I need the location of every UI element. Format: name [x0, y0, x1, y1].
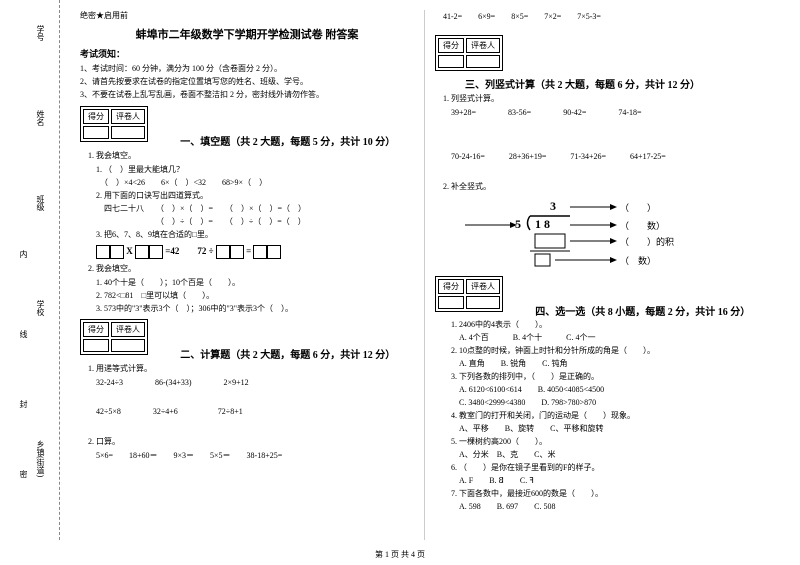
s1q2-2: 2. 782<□81 □里可以填（ ）。 [96, 290, 414, 302]
score-box-2: 得分评卷人 [80, 319, 148, 355]
s2q2r: 5×6= 18+60＝ 9×3＝ 5×5＝ 38-18+25= [96, 450, 414, 462]
right-column: 41-2= 6×9= 8×5= 7×2= 7×5-3= 得分评卷人 三、列竖式计… [425, 10, 780, 540]
s4-1o: A. 4个百 B. 4个十 C. 4个一 [451, 332, 770, 344]
s4-4o: A、平移 B、旋转 C、平移和旋转 [451, 423, 770, 435]
lbl-ji: （ ）的积 [620, 235, 674, 248]
mark-nei: 内 [18, 250, 29, 258]
label-school: 学校 [35, 300, 46, 316]
content-area: 绝密★启用前 蚌埠市二年级数学下学期开学检测试卷 附答案 考试须知： 1、考试时… [70, 10, 790, 540]
s4-6o: A. F B. 𐐒 C. ꟻ [451, 475, 770, 487]
instruction-1: 1、考试时间：60 分钟，满分为 100 分（含卷面分 2 分）。 [80, 63, 414, 74]
s4-1: 1. 2406中的4表示（ ）。 [451, 319, 770, 331]
division-diagram: 3 5 1 8 （ ） （ 数） （ ）的积 （ 数） [455, 198, 705, 268]
sec3-q2: 2. 补全竖式。 [443, 181, 770, 193]
score-h2: 评卷人 [111, 109, 145, 124]
left-column: 绝密★启用前 蚌埠市二年级数学下学期开学检测试卷 附答案 考试须知： 1、考试时… [70, 10, 425, 540]
lbl-shu2: （ 数） [620, 254, 656, 267]
sec3-title: 三、列竖式计算（共 2 大题，每题 6 分，共计 12 分） [465, 80, 700, 91]
score-box-3: 得分评卷人 [435, 35, 503, 71]
divisor-5: 5 [515, 217, 521, 231]
eq42: =42 [165, 246, 179, 256]
dividend-3: 3 [550, 199, 556, 213]
sec4-title: 四、选一选（共 8 小题，每题 2 分，共计 16 分） [535, 307, 750, 318]
label-name: 姓名 [35, 110, 46, 126]
score-box-4: 得分评卷人 [435, 276, 503, 312]
s1q1-5: （ ）÷（ ）= （ ）÷（ ）=（ ） [96, 216, 414, 228]
score-h1: 得分 [83, 109, 109, 124]
sec2-title: 二、计算题（共 2 大题，每题 6 分，共计 12 分） [180, 350, 395, 361]
s4-4: 4. 教室门的打开和关闭，门的运动是（ ）现象。 [451, 410, 770, 422]
s4-2o: A. 直角 B. 锐角 C. 钝角 [451, 358, 770, 370]
division-svg: 3 5 1 8 [455, 198, 705, 268]
s3q1r2: 70-24-16= 28+36+19= 71-34+26= 64+17-25= [451, 151, 770, 163]
box-equation: X =42 72 ÷ = [96, 245, 414, 259]
confidential-note: 绝密★启用前 [80, 10, 414, 21]
s1q2-1: 1. 40个十是（ ）；10个百是（ ）。 [96, 277, 414, 289]
s4-6: 6. （ ）是你在镜子里看到的F的样子。 [451, 462, 770, 474]
s4-7o: A. 598 B. 697 C. 508 [451, 501, 770, 513]
page-footer: 第 1 页 共 4 页 [0, 549, 800, 560]
s4-3: 3. 下列各数的排列中，（ ）是正确的。 [451, 371, 770, 383]
instruction-2: 2、请首先按要求在试卷的指定位置填写您的姓名、班级、学号。 [80, 76, 414, 87]
binding-sidebar: 学号 姓名 班级 学校 乡镇(街道) 内 线 封 密 [0, 0, 60, 540]
sec1-title: 一、填空题（共 2 大题，每题 5 分，共计 10 分） [180, 137, 395, 148]
s4-5: 5. 一棵树约高200（ ）。 [451, 436, 770, 448]
sec2-q2: 2. 口算。 [88, 436, 414, 448]
s4-7: 7. 下面各数中，最接近600的数是（ ）。 [451, 488, 770, 500]
s1q2-3: 3. 573中的"3"表示3个（ ）；306中的"3"表示3个（ ）。 [96, 303, 414, 315]
s1q1-6: 3. 把6、7、8、9填在合适的□里。 [96, 229, 414, 241]
sec2-q1: 1. 用递等式计算。 [88, 363, 414, 375]
s1q1-1: 1. （ ）里最大能填几？ [96, 164, 414, 176]
s4-3o2: C. 3480<2999<4380 D. 798>780>870 [451, 397, 770, 409]
label-studentid: 学号 [35, 25, 46, 41]
eq-sign: = [246, 246, 251, 256]
sec1-q1: 1. 我会填空。 [88, 150, 414, 162]
s1q1-2: （ ）×4<26 6×（ ）<32 68>9×（ ） [96, 177, 414, 189]
label-town: 乡镇(街道) [35, 440, 46, 477]
s4-3o1: A. 6120<6100<614 B. 4050<4085<4500 [451, 384, 770, 396]
expr72: 72 ÷ [197, 246, 213, 256]
s4-2: 2. 10点整的时候，钟面上时针和分针所成的角是（ ）。 [451, 345, 770, 357]
score-box-1: 得分评卷人 [80, 106, 148, 142]
s1q1-3: 2. 用下面的口诀写出四道算式。 [96, 190, 414, 202]
right-top-row: 41-2= 6×9= 8×5= 7×2= 7×5-3= [443, 11, 770, 23]
mark-feng: 封 [18, 400, 29, 408]
mark-mi: 密 [18, 470, 29, 478]
s2q1r1: 32-24÷3 86-(34+33) 2×9+12 [96, 377, 414, 389]
notice-label: 考试须知： [80, 47, 414, 60]
s1q1-4: 四七二十八 （ ）×（ ）= （ ）×（ ）=（ ） [96, 203, 414, 215]
exam-title: 蚌埠市二年级数学下学期开学检测试卷 附答案 [80, 26, 414, 42]
s4-5o: A、分米 B、克 C、米 [451, 449, 770, 461]
sec3-q1: 1. 列竖式计算。 [443, 93, 770, 105]
mark-xian: 线 [18, 330, 29, 338]
label-class: 班级 [35, 195, 46, 211]
lbl-shu: （ 数） [620, 219, 665, 232]
s3q1r1: 39+28= 83-56= 90-42= 74-18= [451, 107, 770, 119]
q18: 1 8 [535, 217, 550, 231]
sec1-q2: 2. 我会填空。 [88, 263, 414, 275]
instruction-3: 3、不要在试卷上乱写乱画，卷面不整洁扣 2 分，密封线外请勿作答。 [80, 89, 414, 100]
s2q1r2: 42÷5×8 32÷4+6 72÷8+1 [96, 406, 414, 418]
